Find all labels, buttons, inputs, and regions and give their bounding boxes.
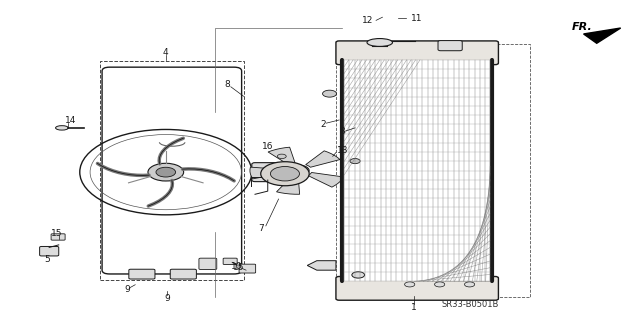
Text: 9: 9 (164, 294, 170, 303)
Circle shape (292, 168, 303, 174)
Polygon shape (268, 147, 295, 165)
Polygon shape (250, 167, 284, 179)
Text: 12: 12 (362, 16, 374, 25)
Circle shape (352, 272, 365, 278)
FancyBboxPatch shape (170, 269, 196, 279)
Text: 8: 8 (225, 80, 230, 89)
Polygon shape (276, 177, 300, 194)
Text: FR.: FR. (572, 22, 593, 32)
Text: 7: 7 (259, 224, 264, 233)
Polygon shape (308, 173, 344, 187)
Circle shape (350, 159, 360, 164)
FancyBboxPatch shape (40, 247, 59, 256)
Text: 13: 13 (337, 146, 349, 155)
FancyBboxPatch shape (223, 258, 237, 264)
Circle shape (323, 90, 337, 97)
Ellipse shape (367, 39, 392, 47)
FancyBboxPatch shape (336, 277, 499, 300)
Polygon shape (584, 28, 621, 43)
Text: 9: 9 (124, 285, 130, 294)
Text: 11: 11 (411, 14, 422, 23)
Bar (344, 60, 490, 281)
Text: 10: 10 (232, 262, 243, 271)
Circle shape (277, 154, 286, 159)
FancyBboxPatch shape (336, 41, 499, 65)
Circle shape (404, 282, 415, 287)
Text: 4: 4 (163, 48, 168, 57)
Circle shape (271, 167, 300, 181)
FancyBboxPatch shape (438, 41, 462, 51)
Bar (336, 44, 531, 297)
Text: SR33-B0501B: SR33-B0501B (441, 300, 499, 309)
Circle shape (260, 162, 309, 186)
Circle shape (148, 163, 184, 181)
FancyBboxPatch shape (129, 269, 155, 279)
Polygon shape (307, 261, 336, 270)
Bar (100, 62, 244, 280)
Circle shape (465, 282, 475, 287)
Text: 2: 2 (321, 120, 326, 129)
Circle shape (156, 167, 175, 177)
Text: 15: 15 (51, 229, 63, 238)
Text: 1: 1 (412, 303, 417, 312)
Ellipse shape (56, 126, 68, 130)
Text: 5: 5 (44, 255, 50, 263)
Polygon shape (306, 151, 340, 167)
FancyBboxPatch shape (199, 258, 217, 270)
Text: 15: 15 (234, 263, 245, 271)
Text: 16: 16 (262, 142, 273, 151)
Circle shape (286, 165, 309, 176)
Circle shape (435, 282, 445, 287)
FancyBboxPatch shape (51, 234, 65, 240)
FancyBboxPatch shape (252, 163, 284, 182)
Text: 3: 3 (339, 127, 345, 136)
Text: 14: 14 (65, 116, 76, 125)
FancyBboxPatch shape (239, 264, 255, 273)
